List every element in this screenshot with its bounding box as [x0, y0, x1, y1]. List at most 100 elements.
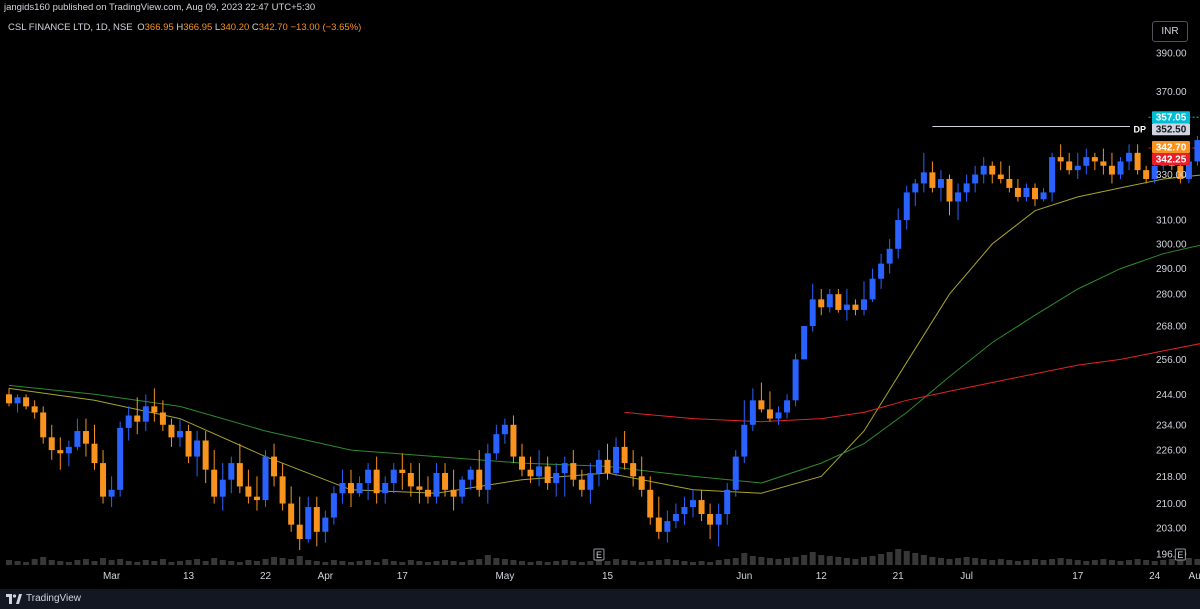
candle [151, 388, 158, 422]
candle [23, 394, 30, 410]
candle-body [946, 178, 953, 202]
volume-bar [356, 561, 363, 565]
candle-body [339, 483, 346, 494]
candle [553, 463, 560, 497]
volume-bar [1074, 560, 1081, 565]
candle-body [91, 443, 98, 464]
candle [630, 450, 637, 487]
price-chart[interactable]: 390.00 370.00 330.00 310.00 300.00 290.00 280.… [0, 0, 1200, 589]
publisher-info: jangids160 published on TradingView.com,… [4, 2, 316, 13]
x-tick-label: 17 [397, 571, 409, 582]
volume-bar [125, 561, 132, 565]
volume-bar [937, 558, 944, 565]
candle [493, 424, 500, 460]
volume-bar [647, 561, 654, 565]
candle [57, 437, 64, 470]
candle-body [672, 514, 679, 522]
price-axis[interactable]: 390.00 370.00 330.00 310.00 300.00 290.00 280.… [1156, 48, 1187, 560]
price-label-bg [1152, 111, 1190, 124]
volume-bar [1049, 559, 1056, 565]
volume-bar [1151, 561, 1158, 565]
volume-bar [407, 560, 414, 565]
candle-body [348, 483, 354, 494]
volume-bar [1032, 559, 1038, 565]
event-marker: E [1174, 548, 1186, 561]
candle-body [955, 192, 962, 202]
candle-body [168, 424, 175, 438]
x-tick-label: May [495, 571, 514, 582]
candle [433, 463, 440, 504]
candle [544, 456, 551, 490]
volume-bar [621, 560, 628, 565]
volume-bar [929, 557, 936, 565]
candle-body [424, 489, 431, 497]
candle-body [1108, 165, 1115, 175]
candle [1108, 152, 1115, 184]
ma-mid-line [8, 244, 1200, 484]
currency-button[interactable]: INR [1152, 21, 1188, 42]
volume-bar [330, 560, 337, 565]
volume-bar [561, 560, 568, 565]
candle [211, 450, 218, 504]
candle-body [792, 359, 799, 401]
candle [194, 431, 201, 477]
candle [322, 510, 329, 543]
volume-bar [433, 561, 440, 565]
candle-body [31, 406, 38, 413]
volume-bar [955, 558, 962, 565]
volume-bar [476, 559, 483, 565]
candle [681, 496, 688, 525]
open-value: 366.95 [144, 22, 174, 33]
event-marker-label: E [1177, 550, 1183, 560]
candle-body [972, 174, 979, 184]
time-axis[interactable]: Mar1322Apr17May15Jun1221Jul1724Aug14 [103, 571, 1200, 582]
candle [288, 486, 295, 532]
candle [724, 483, 731, 525]
volume-bar [416, 561, 423, 565]
candle [31, 400, 38, 419]
candle [792, 353, 799, 407]
candle [784, 394, 791, 419]
volume-bar [159, 559, 166, 565]
candle-body [561, 463, 568, 474]
candle-body [835, 294, 842, 310]
x-tick-label: 24 [1149, 571, 1161, 582]
tradingview-logo[interactable]: TradingView [6, 593, 81, 604]
candle [843, 288, 850, 321]
y-tick-label: 244.00 [1156, 390, 1187, 401]
candle [809, 283, 816, 332]
candle-body [40, 412, 47, 438]
open-label: O [137, 22, 145, 33]
volume-bar [142, 560, 149, 565]
candle-body [245, 486, 252, 497]
volume-bar [1134, 559, 1141, 565]
volume-bar [826, 556, 833, 565]
candle [467, 466, 474, 490]
candle-body [544, 466, 551, 484]
candle-body [1032, 187, 1038, 200]
candle [578, 469, 585, 497]
x-tick-label: Jun [736, 571, 752, 582]
candle-body [818, 299, 825, 308]
price-label-bg [1152, 141, 1190, 154]
candle [91, 424, 98, 470]
volume-bar [715, 560, 722, 565]
candle-body [305, 507, 312, 540]
y-tick-label: 196.00 [1156, 549, 1187, 560]
candle-body [82, 431, 89, 444]
candle [690, 489, 696, 518]
candle-body [715, 514, 722, 525]
volume-bar [65, 562, 72, 565]
candle-body [852, 304, 859, 310]
candle-body [23, 397, 30, 407]
volume-bar [1143, 560, 1150, 565]
candle-body [185, 431, 192, 457]
candle-body [801, 326, 808, 360]
candle [48, 424, 55, 460]
candle [1100, 148, 1107, 175]
candle-body [228, 463, 235, 480]
candle-body [758, 400, 765, 410]
high-label: H [176, 22, 184, 33]
candle-body [450, 489, 457, 497]
volume-bar [1117, 561, 1124, 565]
